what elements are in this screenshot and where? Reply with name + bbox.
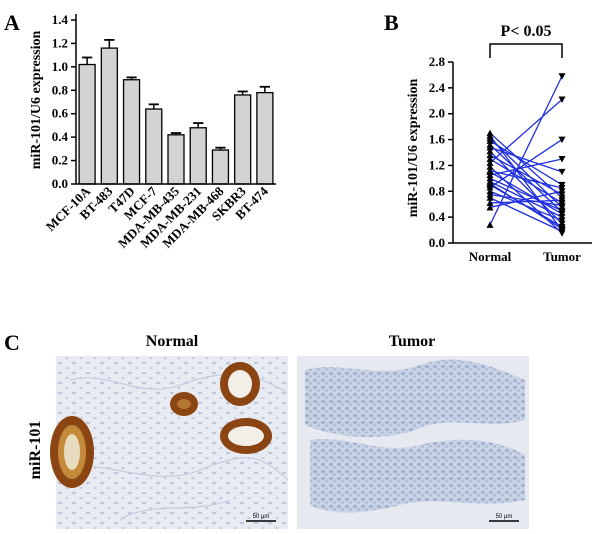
chart-b-normal-point [486,143,494,151]
chart-a-ytick-label: 0.0 [52,176,68,191]
chart-b-tumor-point [558,136,566,144]
panel-label-b: B [384,10,399,35]
chart-a-bar [145,108,163,185]
chart-b-normal-point [486,151,494,159]
chart-b-tumor-point [558,202,566,210]
chart-b-normal-point [486,168,494,175]
chart-b-normal-point [486,203,494,211]
chart-b-pair-line [489,75,563,226]
chart-b-pair-line [489,158,563,176]
micrograph-tumor-title: Tumor [389,333,436,350]
chart-b-ytick-label: 2.8 [429,54,446,69]
chart-a-ytick-label: 1.0 [52,59,68,74]
significance-bracket [489,43,563,58]
chart-b-normal-point [486,199,494,206]
chart-b-tumor-point [558,225,566,233]
chart-a-ytick-label: 1.2 [52,35,68,50]
chart-a-bar [211,149,230,185]
micrograph-normal: 50 µm [50,356,289,529]
chart-b-ylabel: miR-101/U6 expression [406,79,421,218]
chart-a-ytick-label: 1.4 [52,12,69,27]
chart-b-pair-line [489,197,563,232]
chart-b-normal-point [486,180,494,187]
chart-b-cat-tumor: Tumor [543,249,581,264]
chart-b-pair-line [489,99,563,164]
scale-bar-normal: 50 µm [253,514,270,520]
panel-label-c: C [4,330,20,355]
chart-a-bar [256,91,274,185]
chart-b-normal-point [486,159,494,166]
chart-a-bar [167,134,185,185]
chart-b-normal-point [486,147,494,155]
chart-b-pair-line [489,190,563,209]
panel-c: Normal Tumor miR-101 50 µm [27,333,529,529]
chart-b-normal-point [486,221,494,228]
chart-b-ytick-label: 0.4 [429,209,446,224]
chart-b-normal-point [486,163,494,170]
significance-label: P< 0.05 [501,23,552,40]
chart-b-ytick-label: 1.6 [429,132,446,147]
chart-a-bar [122,79,141,185]
chart-b-pair-line [489,182,563,230]
chart-b-tumor-point [558,197,566,204]
chart-b-ytick-label: 2.4 [429,80,446,95]
chart-a-ytick-label: 0.2 [52,153,68,168]
chart-a: miR-101/U6 expression 0.0 0.2 0.4 0.6 0.8 1.0… [29,12,276,251]
chart-b-pair-line [489,154,563,196]
chart-b-normal-point [486,194,494,201]
micrograph-tumor: 50 µm [297,356,529,529]
chart-b-tumor-point [558,168,566,176]
chart-b-pair-line [489,169,563,189]
micrograph-normal-title: Normal [146,333,199,350]
scale-bar-tumor: 50 µm [496,514,513,520]
chart-a-ytick-label: 0.6 [52,106,69,121]
chart-b-pair-line [489,199,563,204]
chart-b-ytick-label: 0.0 [429,235,445,250]
chart-b-pair-line [489,177,563,212]
chart-a-bar [100,47,118,185]
chart-b: miR-101/U6 expression 0.0 0.4 0.8 1.2 1.6 2.0… [406,23,592,264]
chart-b-tumor-point [558,96,566,103]
chart-b-tumor-point [558,73,566,80]
chart-a-ytick-label: 0.8 [52,82,69,97]
chart-b-tumor-point [558,210,566,218]
chart-a-ylabel: miR-101/U6 expression [29,31,44,170]
chart-b-ytick-label: 0.8 [429,183,446,198]
chart-b-cat-normal: Normal [469,249,512,264]
chart-b-normal-point [486,155,494,162]
chart-b-tumor-point [558,188,566,195]
chart-b-pair-line [489,171,563,215]
panel-label-a: A [4,10,20,35]
chart-b-tumor-point [558,155,566,163]
chart-b-ytick-label: 1.2 [429,157,445,172]
micrograph-row-label: miR-101 [27,421,44,480]
chart-a-bar [234,94,252,185]
chart-a-ytick-label: 0.4 [52,129,69,144]
chart-a-bar [78,63,96,185]
chart-b-normal-point [486,137,494,144]
chart-a-bar [189,127,207,185]
chart-b-tumor-point [558,217,566,224]
chart-b-pair-line [489,132,563,199]
chart-b-normal-point [486,183,494,191]
chart-b-ytick-label: 2.0 [429,106,445,121]
chart-b-pair-line [489,158,563,204]
